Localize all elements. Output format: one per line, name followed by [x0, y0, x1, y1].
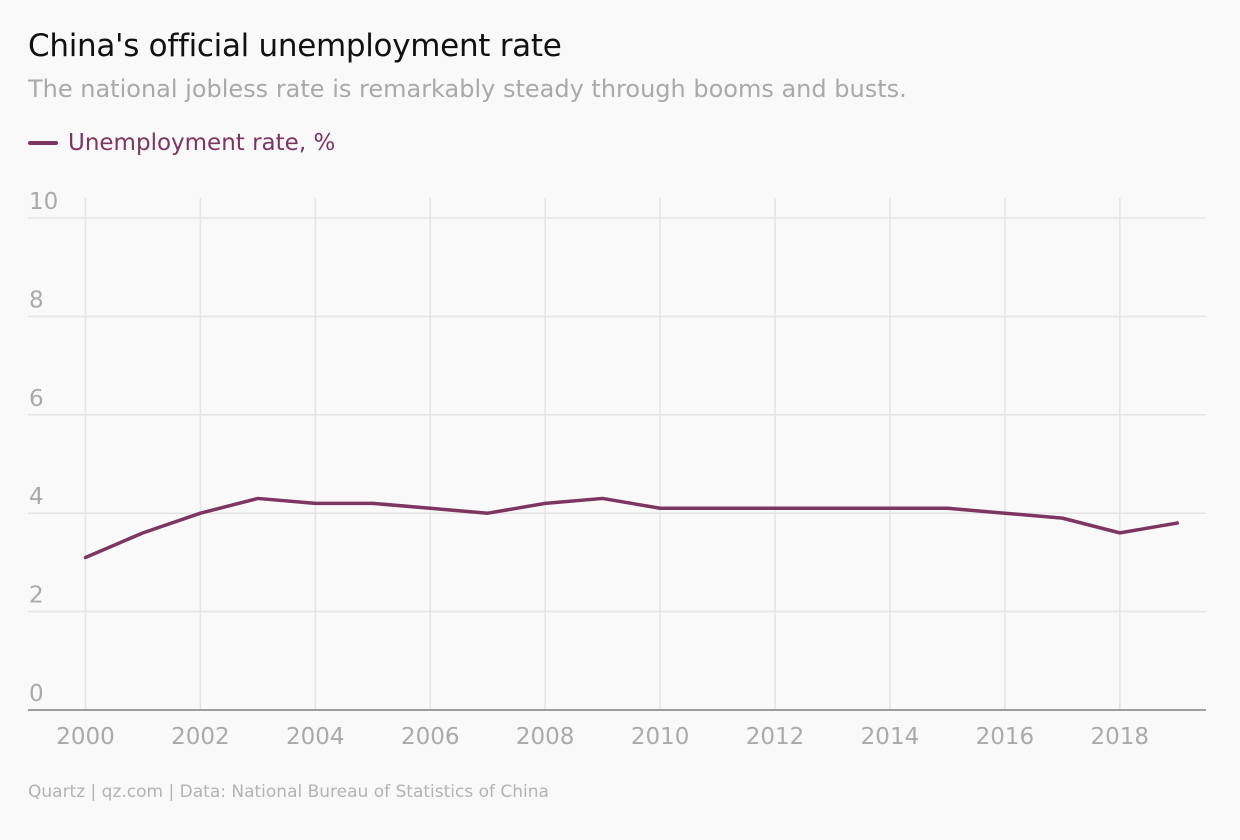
y-tick-label: 2 [29, 583, 44, 609]
y-tick-label: 8 [29, 287, 44, 313]
x-tick-label: 2018 [1091, 724, 1150, 750]
x-tick-label: 2012 [746, 724, 805, 750]
y-tick-label: 4 [29, 484, 44, 510]
legend-label: Unemployment rate, % [68, 130, 336, 156]
y-tick-label: 10 [29, 189, 58, 215]
y-tick-labels: 0 2 4 6 8 10 [29, 189, 58, 707]
x-tick-label: 2010 [631, 724, 690, 750]
x-tick-label: 2014 [861, 724, 920, 750]
x-tick-label: 2008 [516, 724, 575, 750]
series-line-0 [83, 496, 1180, 560]
legend: Unemployment rate, % [28, 130, 335, 156]
legend-swatch [28, 141, 58, 145]
x-tick-label: 2016 [976, 724, 1035, 750]
y-tick-label: 0 [29, 681, 44, 707]
y-tick-label: 6 [29, 386, 44, 412]
x-tick-label: 2006 [401, 724, 460, 750]
grid-lines [28, 198, 1206, 710]
chart-subtitle: The national jobless rate is remarkably … [28, 75, 907, 103]
x-tick-labels: 2000 2002 2004 2006 2008 2010 2012 2014 2016 2018 [56, 724, 1149, 750]
x-tick-label: 2004 [286, 724, 345, 750]
series-lines [83, 496, 1180, 560]
x-tick-label: 2002 [171, 724, 230, 750]
x-tick-label: 2000 [56, 724, 115, 750]
chart-title: China's official unemployment rate [28, 28, 562, 64]
source-footer: Quartz | qz.com | Data: National Bureau … [28, 782, 549, 802]
